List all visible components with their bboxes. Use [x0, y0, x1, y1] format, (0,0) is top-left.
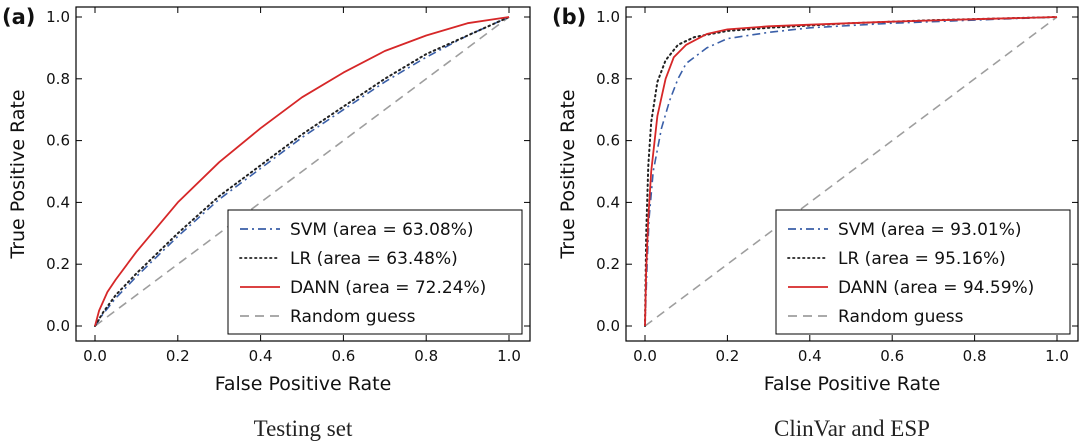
- panel-a-roc-chart: (a) 0.0 0.2 0.4 0.6 0.8 1.0 0.0 0.2 0.4 0.6 0.8 1.0…: [2, 5, 531, 441]
- panel-a-x-tick-label: 1.0: [497, 347, 521, 365]
- panel-a-y-tick-label: 0.6: [46, 132, 70, 150]
- panel-b-x-tick-label: 1.0: [1045, 347, 1069, 365]
- panel-b-y-tick-label: 0.4: [596, 193, 620, 211]
- panel-b-y-tick-label: 0.0: [596, 317, 620, 335]
- panel-a-caption: Testing set: [254, 416, 353, 441]
- panel-a-series-random-guess-line: [94, 16, 510, 327]
- panel-a-x-tick-label: 0.0: [83, 347, 107, 365]
- panel-a-x-axis-label: False Positive Rate: [215, 373, 392, 395]
- panel-b-legend-label-svm: SVM (area = 93.01%): [838, 220, 1022, 240]
- panel-b-legend-label-random-guess: Random guess: [838, 307, 964, 327]
- panel-b-legend-box: [775, 209, 1071, 335]
- panel-b-y-axis-label: True Positive Rate: [557, 89, 579, 259]
- panel-a-y-tick-label: 0.0: [46, 317, 70, 335]
- panel-b-y-tick-label: 0.2: [596, 255, 620, 273]
- panel-a-x-tick-label: 0.2: [166, 347, 190, 365]
- panel-a-series-lr-line: [94, 16, 510, 327]
- panel-a-legend-label-lr: LR (area = 63.48%): [290, 249, 458, 269]
- panel-b-x-tick-label: 0.8: [963, 347, 987, 365]
- panel-b-series-lr-line: [644, 16, 1058, 327]
- panel-b-series-svm-line: [644, 16, 1058, 327]
- panel-b-x-tick-label: 0.6: [880, 347, 904, 365]
- panel-b-y-tick-label: 1.0: [596, 8, 620, 26]
- panel-a-y-tick-label: 0.2: [46, 255, 70, 273]
- panel-b-legend-label-lr: LR (area = 95.16%): [838, 249, 1006, 269]
- panel-b-legend: SVM (area = 93.01%) LR (area = 95.16%) DAN…: [775, 209, 1071, 335]
- panel-a-y-axis-label: True Positive Rate: [7, 89, 29, 259]
- panel-a-legend: SVM (area = 63.08%) LR (area = 63.48%) DAN…: [227, 209, 523, 335]
- panel-a-label: (a): [2, 5, 35, 29]
- panel-b-data-marks: [644, 16, 1058, 327]
- panel-b-label: (b): [552, 5, 586, 29]
- panel-b-x-tick-label: 0.0: [633, 347, 657, 365]
- panel-a-y-tick-label: 1.0: [46, 8, 70, 26]
- panel-b-series-dann-line: [644, 16, 1058, 327]
- panel-b-ticks: 0.0 0.2 0.4 0.6 0.8 1.0 0.0 0.2 0.4 0.6 0.8 1.0: [596, 7, 1078, 365]
- panel-a-series-dann-line: [94, 16, 510, 327]
- panel-a-x-tick-label: 0.8: [414, 347, 438, 365]
- panel-a-ticks: 0.0 0.2 0.4 0.6 0.8 1.0 0.0 0.2 0.4 0.6 0.8 1.0: [46, 7, 530, 365]
- panel-a-x-tick-label: 0.6: [331, 347, 355, 365]
- panel-b-y-tick-label: 0.6: [596, 132, 620, 150]
- panel-b-plot-frame: [625, 6, 1079, 342]
- panel-a-legend-box: [227, 209, 523, 335]
- panel-b-caption: ClinVar and ESP: [774, 416, 930, 441]
- panel-b-x-tick-label: 0.2: [715, 347, 739, 365]
- panel-a-legend-label-dann: DANN (area = 72.24%): [290, 278, 486, 298]
- panel-a-legend-label-svm: SVM (area = 63.08%): [290, 220, 474, 240]
- panel-b-y-tick-label: 0.8: [596, 70, 620, 88]
- panel-a-y-tick-label: 0.8: [46, 70, 70, 88]
- panel-b-x-axis-label: False Positive Rate: [764, 373, 941, 395]
- panel-b-legend-label-dann: DANN (area = 94.59%): [838, 278, 1034, 298]
- panel-a-data-marks: [94, 16, 510, 327]
- panel-a-legend-label-random-guess: Random guess: [290, 307, 416, 327]
- panel-a-y-tick-label: 0.4: [46, 193, 70, 211]
- panel-b-series-random-guess-line: [644, 16, 1058, 327]
- panel-a-plot-frame: [75, 6, 531, 342]
- panel-a-series-svm-line: [94, 16, 510, 327]
- panel-b-x-tick-label: 0.4: [798, 347, 822, 365]
- panel-a-x-tick-label: 0.4: [249, 347, 273, 365]
- panel-b-roc-chart: (b) 0.0 0.2 0.4 0.6 0.8 1.0 0.0 0.2 0.4 0.6 0.8 1.0…: [552, 5, 1079, 441]
